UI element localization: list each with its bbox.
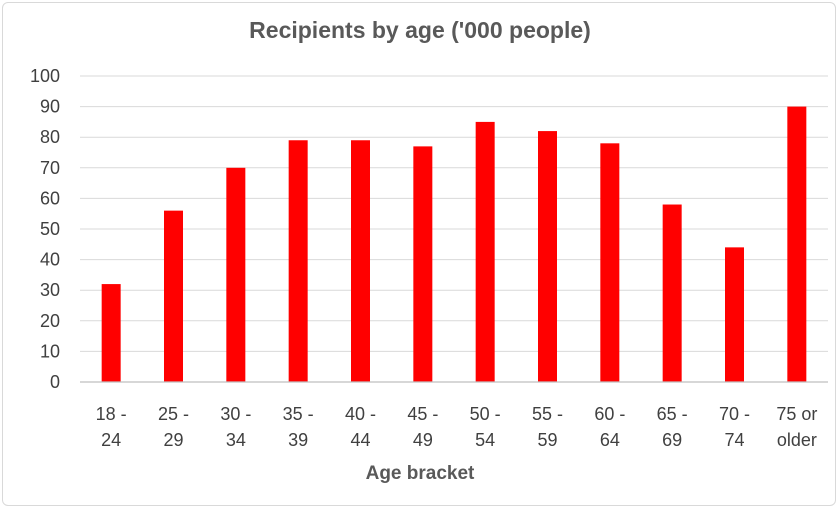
x-tick-label: 25 - [158, 404, 189, 424]
x-tick-label: 50 - [470, 404, 501, 424]
y-tick-label: 40 [40, 250, 60, 270]
chart-container: Recipients by age ('000 people) 0 10 20 30 4… [2, 2, 836, 506]
x-tick-label: 34 [226, 430, 246, 450]
bar [226, 167, 246, 382]
x-tick-label: 29 [163, 430, 183, 450]
x-tick-label: 39 [288, 430, 308, 450]
bar [475, 121, 495, 383]
bar [662, 204, 682, 382]
x-tick-label: 69 [662, 430, 682, 450]
y-tick-label: 0 [50, 372, 60, 392]
x-tick-label: 54 [475, 430, 495, 450]
bar [164, 210, 183, 382]
bar-chart-plot: 0 10 20 30 40 50 60 70 80 90 100 18 - 24 25 - 29 30 - 34… [30, 66, 828, 450]
x-tick-label: 70 - [719, 404, 750, 424]
y-tick-label: 80 [40, 127, 60, 147]
x-tick-label: 30 - [220, 404, 251, 424]
x-tick-label: 24 [101, 430, 121, 450]
bar [101, 284, 121, 382]
y-tick-label: 60 [40, 188, 60, 208]
x-tick-label: 75 or [776, 404, 817, 424]
chart-title: Recipients by age ('000 people) [249, 17, 591, 43]
bar [600, 143, 620, 382]
x-axis-title: Age bracket [365, 463, 475, 484]
y-tick-label: 90 [40, 97, 60, 117]
y-tick-label: 10 [40, 341, 60, 361]
bar [351, 140, 370, 382]
y-tick-label: 50 [40, 219, 60, 239]
bar [288, 140, 308, 382]
y-tick-label: 100 [30, 66, 60, 86]
x-tick-label: 64 [600, 430, 620, 450]
bar [725, 247, 744, 382]
y-tick-label: 20 [40, 311, 60, 331]
x-tick-label: older [777, 430, 817, 450]
x-tick-label: 49 [413, 430, 433, 450]
x-tick-label: 18 - [96, 404, 127, 424]
x-tick-label: 45 - [407, 404, 438, 424]
x-tick-label: 74 [724, 430, 744, 450]
bar [413, 146, 433, 382]
x-tick-label: 59 [537, 430, 557, 450]
x-tick-label: 40 - [345, 404, 376, 424]
x-tick-label: 65 - [657, 404, 688, 424]
x-tick-label: 55 - [532, 404, 563, 424]
y-tick-label: 70 [40, 158, 60, 178]
bar [787, 106, 807, 382]
bar [538, 131, 557, 382]
y-tick-label: 30 [40, 280, 60, 300]
x-tick-label: 44 [350, 430, 370, 450]
x-tick-label: 35 - [283, 404, 314, 424]
x-tick-label: 60 - [594, 404, 625, 424]
